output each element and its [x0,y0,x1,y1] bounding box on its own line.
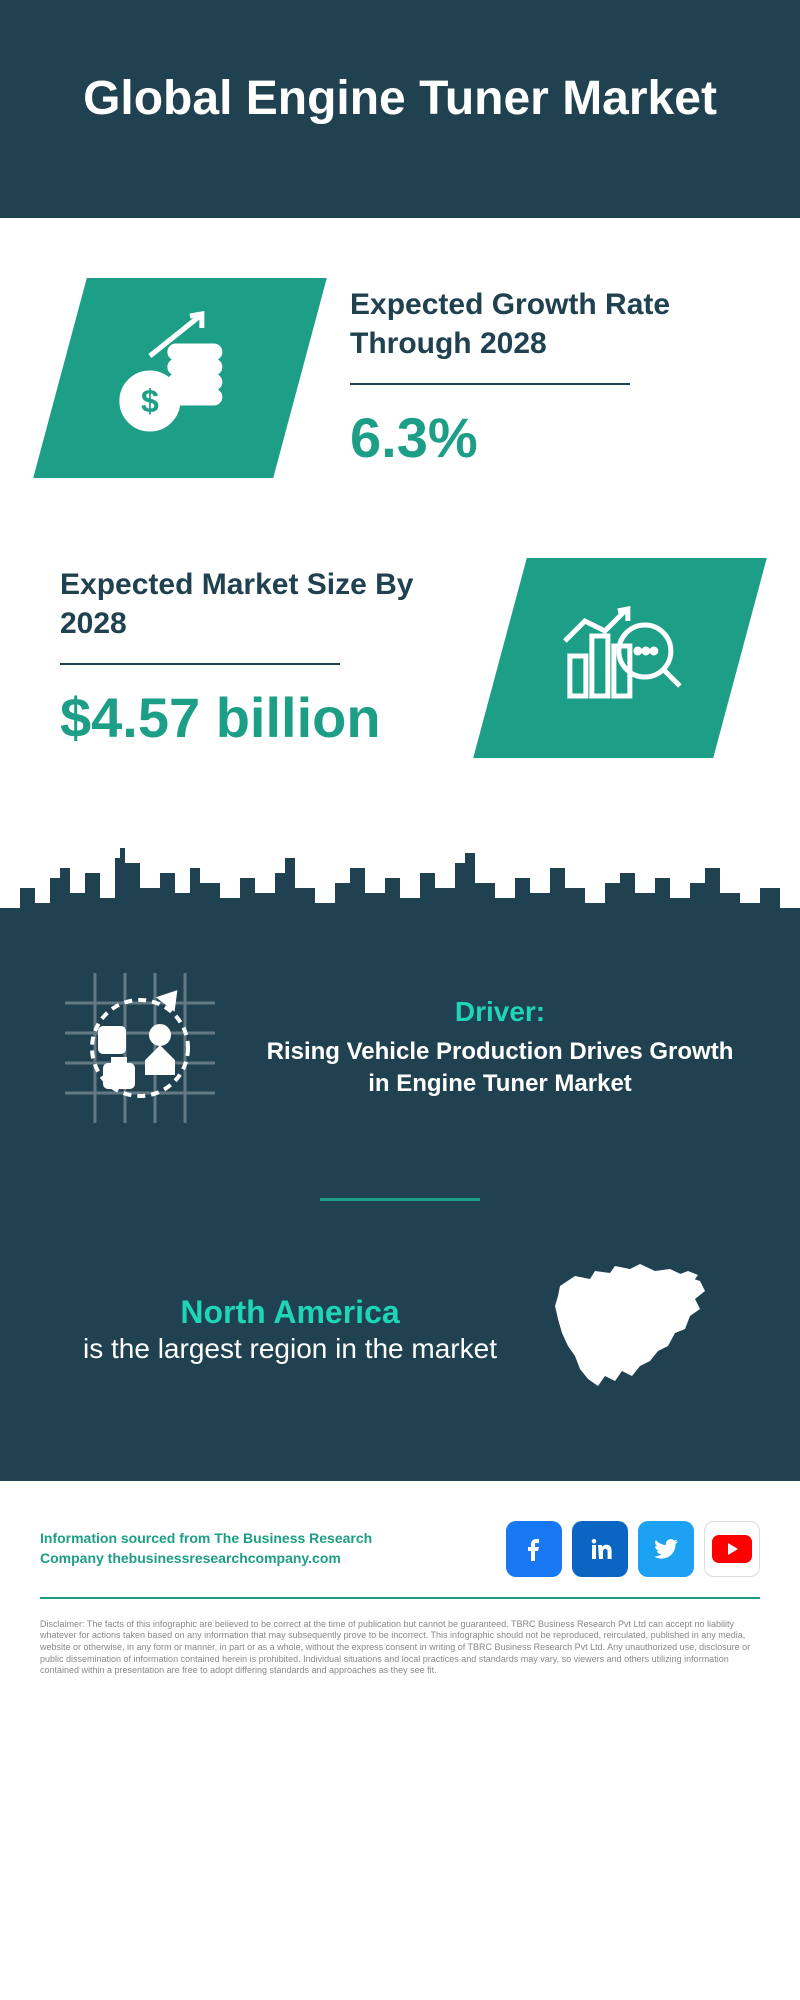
driver-text: Driver: Rising Vehicle Production Drives… [260,996,740,1098]
money-growth-icon: $ [110,305,250,445]
svg-text:$: $ [141,382,159,418]
business-icon [65,973,215,1123]
footer-divider [40,1597,760,1599]
facebook-icon[interactable] [506,1521,562,1577]
region-highlight: North America [80,1294,500,1331]
region-icon-box [540,1261,720,1401]
disclaimer-text: Disclaimer: The facts of this infographi… [40,1619,760,1677]
market-size-section: Expected Market Size By 2028 $4.57 billi… [0,518,800,818]
driver-icon-box [60,968,220,1128]
market-icon-box [473,558,767,758]
youtube-icon[interactable] [704,1521,760,1577]
market-divider [60,663,340,665]
chart-magnify-icon [550,585,690,725]
market-value: $4.57 billion [60,685,450,750]
teal-divider [320,1198,480,1201]
sourced-row: Information sourced from The Business Re… [40,1521,760,1577]
region-desc: is the largest region in the market [80,1331,500,1367]
main-title: Global Engine Tuner Market [40,70,760,128]
footer: Information sourced from The Business Re… [0,1481,800,1697]
growth-label: Expected Growth Rate Through 2028 [350,285,740,363]
sourced-text: Information sourced from The Business Re… [40,1529,420,1568]
dark-section: Driver: Rising Vehicle Production Drives… [0,818,800,1481]
driver-row: Driver: Rising Vehicle Production Drives… [0,938,800,1158]
region-text: North America is the largest region in t… [80,1294,500,1367]
header: Global Engine Tuner Market [0,0,800,218]
growth-stat: Expected Growth Rate Through 2028 6.3% [350,285,740,470]
driver-desc: Rising Vehicle Production Drives Growth … [260,1036,740,1098]
north-america-map-icon [540,1261,720,1401]
growth-value: 6.3% [350,405,740,470]
growth-icon-box: $ [33,278,327,478]
market-stat: Expected Market Size By 2028 $4.57 billi… [60,565,450,750]
skyline-silhouette-icon [0,838,800,938]
driver-label: Driver: [260,996,740,1028]
skyline [0,818,800,938]
twitter-icon[interactable] [638,1521,694,1577]
social-icons [506,1521,760,1577]
growth-divider [350,383,630,385]
market-label: Expected Market Size By 2028 [60,565,450,643]
linkedin-icon[interactable] [572,1521,628,1577]
region-row: North America is the largest region in t… [0,1241,800,1421]
growth-section: $ Expected Growth Rate Through 2028 6.3% [0,218,800,518]
